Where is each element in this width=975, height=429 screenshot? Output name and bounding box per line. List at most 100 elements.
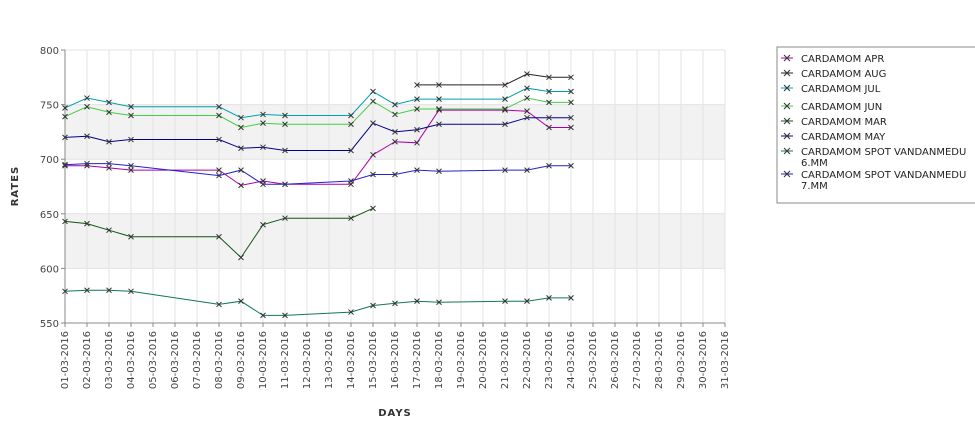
data-point (370, 120, 376, 127)
data-point (524, 71, 530, 77)
legend-marker (783, 69, 791, 77)
data-point (392, 129, 398, 135)
data-point (524, 114, 530, 121)
legend-label: CARDAMOM SPOT VANDANMEDU 7.MM (801, 170, 966, 192)
x-tick-label: 27-03-2016 (632, 331, 643, 389)
legend: CARDAMOM APR CARDAMOM AUG CARDAMOM JUL CARD… (776, 46, 975, 204)
axes (61, 49, 726, 327)
x-tick-labels: 01-03-2016 02-03-2016 03-03-2016 04-03-2016… (60, 331, 731, 389)
x-tick-label: 04-03-2016 (126, 331, 137, 389)
data-point (414, 106, 420, 112)
series-8 (62, 160, 574, 188)
data-point (546, 124, 552, 131)
data-point (84, 103, 90, 110)
data-point (84, 133, 90, 140)
data-point (106, 160, 112, 167)
data-point (524, 95, 530, 101)
data-point (524, 167, 530, 173)
data-point (370, 98, 376, 105)
series-6 (62, 114, 574, 154)
x-tick-label: 10-03-2016 (258, 331, 269, 389)
data-point (392, 138, 398, 145)
data-point (546, 114, 552, 121)
legend-label-line: 6.MM (801, 158, 828, 169)
x-tick-label: 13-03-2016 (324, 331, 335, 389)
y-tick-label: 550 (40, 319, 59, 330)
data-point (238, 182, 244, 189)
data-point (502, 121, 508, 128)
data-point (414, 126, 420, 133)
data-point (260, 144, 266, 151)
x-tick-label: 07-03-2016 (192, 331, 203, 389)
legend-marker (783, 54, 791, 62)
legend-item: CARDAMOM SPOT VANDANMEDU 6.MM (781, 147, 966, 169)
x-tick-label: 06-03-2016 (170, 331, 181, 389)
legend-item: CARDAMOM JUN (781, 102, 882, 113)
data-point (106, 165, 112, 171)
legend-label-line: CARDAMOM SPOT VANDANMEDU (801, 147, 966, 158)
legend-label-line: CARDAMOM SPOT VANDANMEDU (801, 170, 966, 181)
y-tick-labels: 550 600 650 700 750 800 (40, 46, 59, 330)
data-point (436, 168, 442, 175)
data-point (348, 215, 354, 222)
data-point (128, 167, 134, 173)
data-point (414, 96, 420, 102)
x-tick-label: 20-03-2016 (478, 331, 489, 389)
data-point (392, 300, 398, 307)
data-point (282, 181, 288, 188)
data-point (414, 82, 420, 88)
data-point (260, 181, 266, 188)
data-point (546, 99, 552, 106)
legend-label: CARDAMOM JUL (801, 84, 881, 95)
legend-marker (783, 84, 791, 92)
legend-item: CARDAMOM JUL (781, 84, 881, 95)
data-point (62, 162, 68, 169)
data-point (128, 288, 134, 295)
data-point (128, 136, 134, 143)
x-tick-label: 03-03-2016 (104, 331, 115, 389)
data-point (62, 134, 68, 141)
data-point (524, 108, 530, 115)
legend-marker (783, 170, 791, 178)
x-tick-label: 26-03-2016 (610, 331, 621, 389)
data-point (414, 167, 420, 173)
series-line (64, 289, 571, 316)
data-point (348, 309, 354, 315)
x-tick-label: 24-03-2016 (566, 331, 577, 389)
data-point (106, 109, 112, 116)
series-1 (62, 107, 574, 189)
data-point (436, 107, 442, 113)
data-point (392, 171, 398, 178)
data-point (282, 312, 288, 319)
data-point (84, 287, 90, 294)
legend-box (776, 46, 975, 204)
legend-label: CARDAMOM SPOT VANDANMEDU 6.MM (801, 147, 966, 169)
series-line (64, 207, 374, 259)
data-point (238, 124, 244, 131)
legend-label: CARDAMOM MAY (801, 132, 886, 143)
legend-marker (783, 117, 791, 125)
data-point (502, 96, 508, 102)
data-point (106, 138, 112, 145)
data-point (370, 151, 376, 158)
data-point (62, 105, 68, 111)
data-point (568, 114, 574, 121)
data-point (370, 205, 376, 212)
legend-label-line: 7.MM (801, 181, 828, 192)
data-point (282, 121, 288, 128)
data-point (568, 74, 574, 81)
legend-label: CARDAMOM AUG (801, 69, 886, 80)
data-point (128, 103, 134, 110)
data-point (392, 101, 398, 108)
data-point (238, 145, 244, 152)
data-point (502, 106, 508, 112)
data-point (106, 227, 112, 234)
data-point (238, 167, 244, 173)
data-point (282, 147, 288, 154)
data-point (62, 161, 68, 168)
data-point (216, 301, 222, 308)
data-point (370, 302, 376, 309)
series-lines (62, 71, 574, 319)
data-point (84, 220, 90, 227)
legend-item: CARDAMOM MAR (781, 117, 887, 128)
